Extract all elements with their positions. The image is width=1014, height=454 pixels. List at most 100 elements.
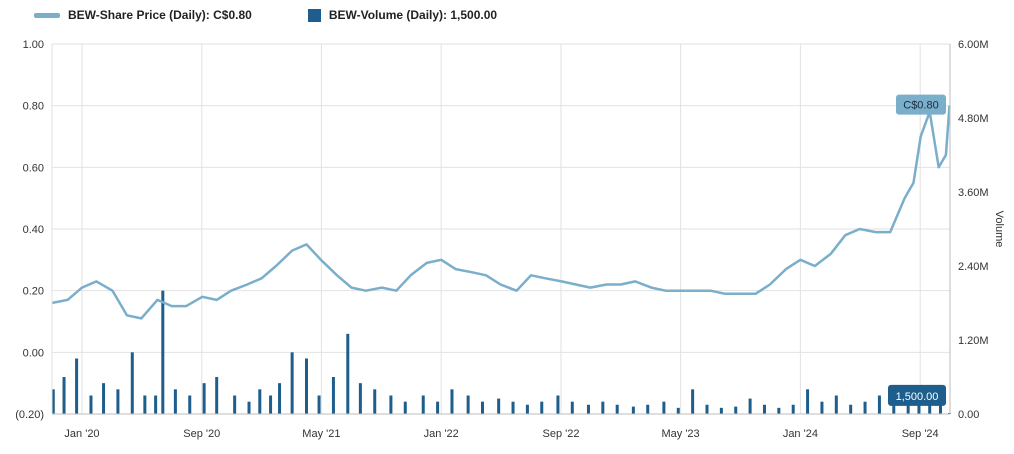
legend-item-volume[interactable]: BEW-Volume (Daily): 1,500.00 [307, 8, 498, 22]
volume-bar [481, 401, 485, 414]
x-tick-label: Jan '20 [64, 428, 99, 440]
volume-bar [116, 389, 120, 414]
y-left-tick-label: 0.60 [23, 162, 44, 174]
volume-bar [450, 389, 454, 414]
legend-price-label: BEW-Share Price (Daily): C$0.80 [68, 8, 252, 22]
volume-bar [215, 377, 219, 414]
y-left-tick-label: 0.00 [23, 347, 44, 359]
y-left-tick-label: (0.20) [15, 409, 44, 421]
price-swatch [34, 12, 60, 18]
volume-bar [586, 404, 590, 414]
volume-bar [705, 404, 709, 414]
x-tick-label: Sep '24 [902, 428, 939, 440]
x-tick-label: Sep '22 [543, 428, 580, 440]
legend-item-price[interactable]: BEW-Share Price (Daily): C$0.80 [34, 8, 252, 22]
volume-bar [62, 377, 66, 414]
volume-bar [892, 401, 896, 414]
volume-bar [748, 398, 752, 414]
volume-bar [389, 395, 393, 414]
volume-bar [719, 407, 723, 414]
volume-bar [202, 383, 206, 414]
volume-bar [436, 401, 440, 414]
chart-legend: BEW-Share Price (Daily): C$0.80 BEW-Volu… [34, 8, 553, 22]
volume-bar [497, 398, 501, 414]
volume-bar [615, 404, 619, 414]
y-right-tick-label: 0.00 [958, 409, 979, 421]
volume-bar [906, 398, 910, 414]
volume-bars [51, 290, 951, 414]
volume-bar [466, 395, 470, 414]
volume-bar [734, 406, 738, 414]
volume-bar [51, 389, 55, 414]
price-line [51, 105, 951, 320]
volume-bar [540, 401, 544, 414]
x-tick-label: May '21 [302, 428, 340, 440]
y-right-axis-title: Volume [993, 211, 1005, 248]
volume-bar [570, 401, 574, 414]
y-left-tick-label: 0.20 [23, 286, 44, 298]
volume-bar [317, 395, 321, 414]
volume-bar [173, 389, 177, 414]
volume-bar [154, 395, 158, 414]
x-tick-label: Jan '22 [424, 428, 459, 440]
volume-bar [331, 377, 335, 414]
volume-bar [691, 389, 695, 414]
y-right-tick-label: 2.40M [958, 261, 989, 273]
volume-bar [373, 389, 377, 414]
volume-callout-label: 1,500.00 [896, 391, 939, 403]
price-callout-label: C$0.80 [903, 100, 938, 112]
volume-bar [777, 407, 781, 414]
x-tick-label: Sep '20 [183, 428, 220, 440]
axes: (0.20) 0.00 0.20 0.40 0.60 0.80 1.00 0.00 1.20M 2… [15, 39, 1005, 440]
volume-bar [258, 389, 262, 414]
volume-callout-box [888, 384, 946, 406]
volume-bar [102, 383, 106, 414]
y-left-tick-label: 0.80 [23, 101, 44, 113]
volume-bar [188, 395, 192, 414]
grid-layer [52, 43, 950, 415]
y-left-tick-label: 1.00 [23, 39, 44, 51]
y-right-tick-label: 1.20M [958, 335, 989, 347]
volume-bar [346, 333, 350, 414]
volume-bar [89, 395, 93, 414]
volume-bar [233, 395, 237, 414]
volume-bar [631, 406, 635, 414]
x-tick-label: Jan '24 [783, 428, 818, 440]
volume-bar [278, 383, 282, 414]
x-tick-label: May '23 [662, 428, 700, 440]
volume-bar [834, 395, 838, 414]
volume-bar [601, 401, 605, 414]
volume-bar [849, 404, 853, 414]
volume-bar [791, 404, 795, 414]
volume-bar [75, 358, 79, 414]
volume-bar [403, 401, 407, 414]
price-series [51, 105, 951, 320]
annotations: C$0.80 1,500.00 [888, 94, 946, 406]
volume-bar [525, 404, 529, 414]
y-left-tick-label: 0.40 [23, 224, 44, 236]
volume-bar [820, 401, 824, 414]
volume-bar [646, 404, 650, 414]
volume-bar [358, 383, 362, 414]
volume-bar [247, 401, 251, 414]
volume-swatch [307, 8, 321, 22]
volume-bar [269, 395, 273, 414]
legend-volume-label: BEW-Volume (Daily): 1,500.00 [328, 8, 498, 22]
volume-bar [676, 407, 680, 414]
volume-bar [806, 389, 810, 414]
volume-bar [762, 404, 766, 414]
volume-bar [877, 395, 881, 414]
volume-bar [863, 401, 867, 414]
y-right-tick-label: 3.60M [958, 187, 989, 199]
volume-bar [662, 401, 666, 414]
volume-bar [304, 358, 308, 414]
volume-bar [143, 395, 147, 414]
price-callout-box [896, 94, 946, 115]
volume-bar [290, 352, 294, 414]
volume-bar [556, 395, 560, 414]
volume-bar [421, 395, 425, 414]
volume-bar [130, 352, 134, 414]
y-right-tick-label: 6.00M [958, 39, 989, 51]
